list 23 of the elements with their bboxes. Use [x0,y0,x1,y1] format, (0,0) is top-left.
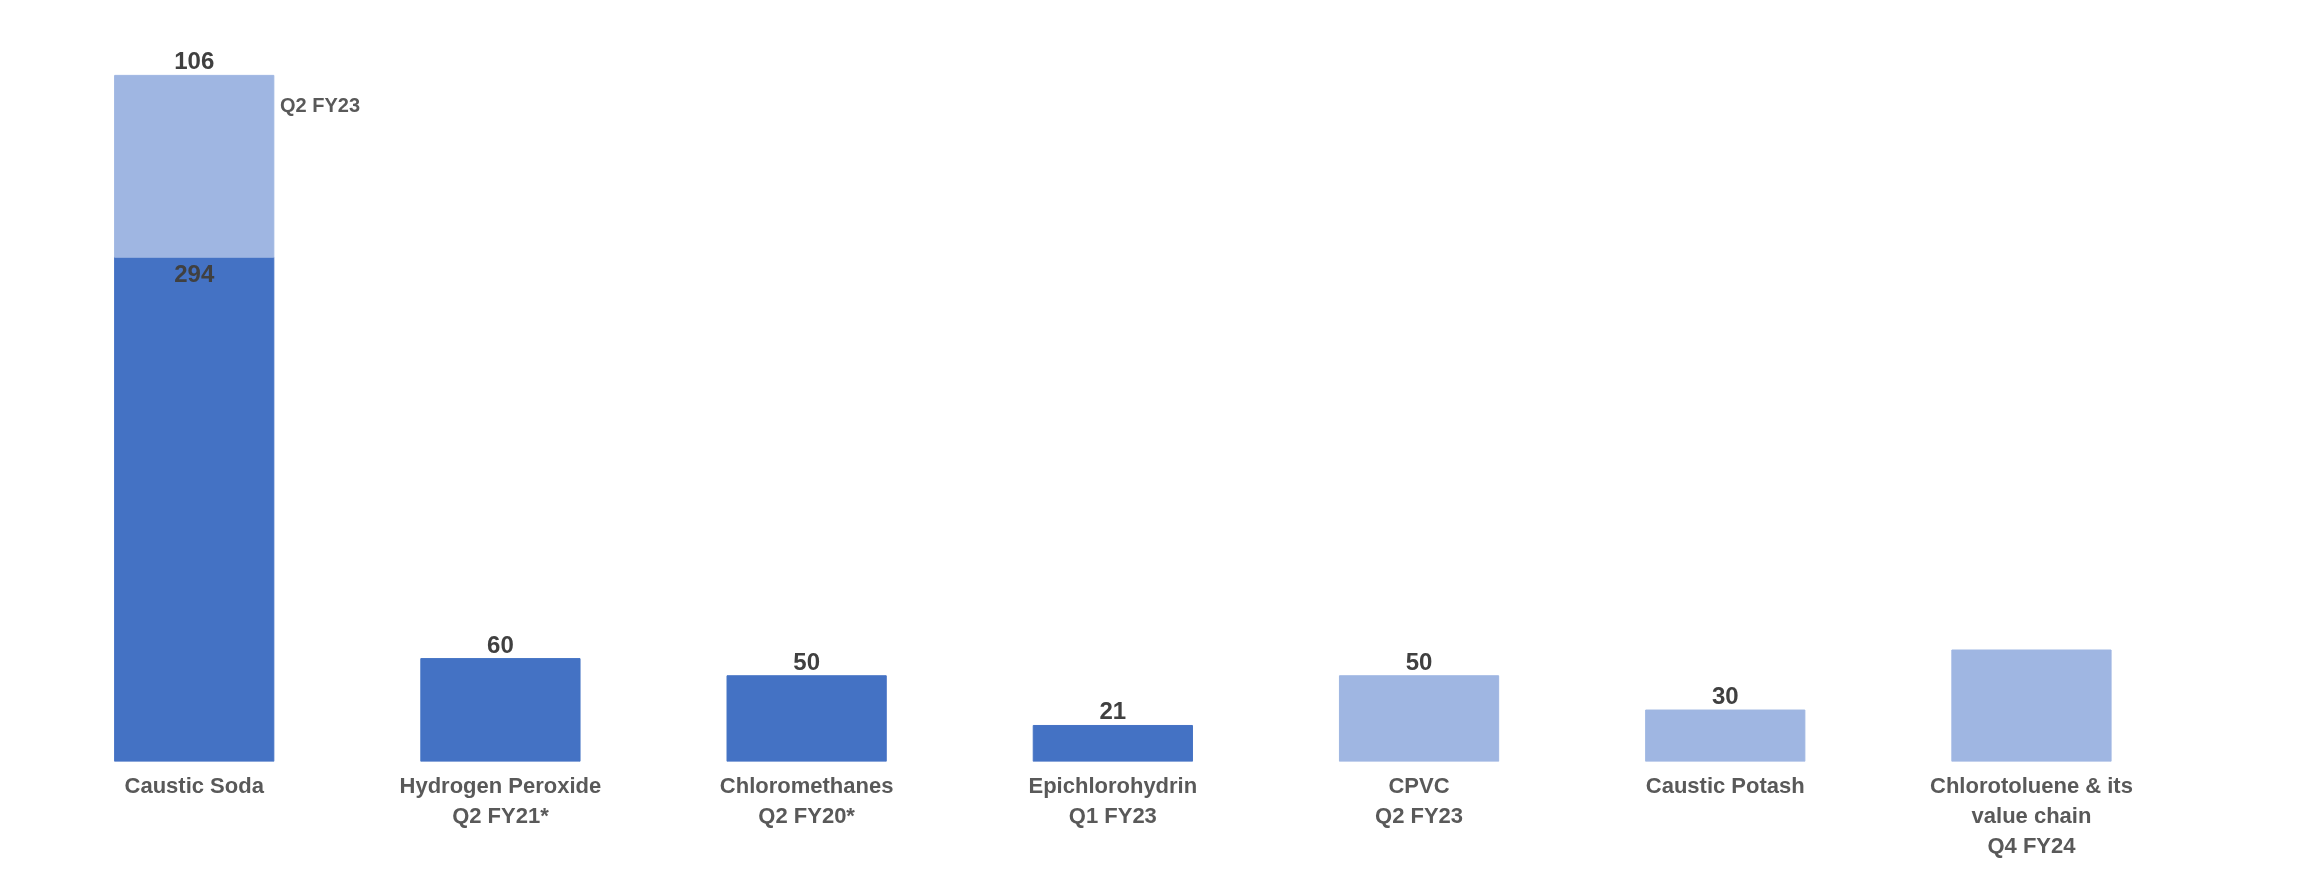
bar [1951,649,2112,762]
bar [420,658,581,762]
bar [114,256,275,762]
bar [726,675,887,762]
x-tick-label: Caustic Soda [124,772,265,798]
x-tick-label: CPVC Q2 FY23 [1375,772,1464,828]
data-label: 50 [1405,647,1433,675]
bar [1645,709,1806,762]
bar [1032,724,1193,762]
data-label: 294 [174,260,215,288]
x-tick-label: Epichlorohydrin Q1 FY23 [1028,772,1198,828]
data-label: 50 [793,647,820,675]
x-tick-label: Caustic Potash [1645,772,1805,798]
data-label: 60 [487,630,514,658]
bar [1338,675,1500,762]
x-tick-label: Chlorotoluene & its value chain Q4 FY24 [1930,772,2133,858]
data-label: 21 [1099,697,1127,725]
x-tick-label: Chloromethanes Q2 FY20* [719,772,894,828]
data-label: 30 [1711,682,1739,710]
bar [114,74,275,258]
annotation: Q2 FY23 [279,94,361,117]
x-tick-label: Hydrogen Peroxide Q2 FY21* [399,772,602,828]
data-label: 106 [174,47,215,75]
